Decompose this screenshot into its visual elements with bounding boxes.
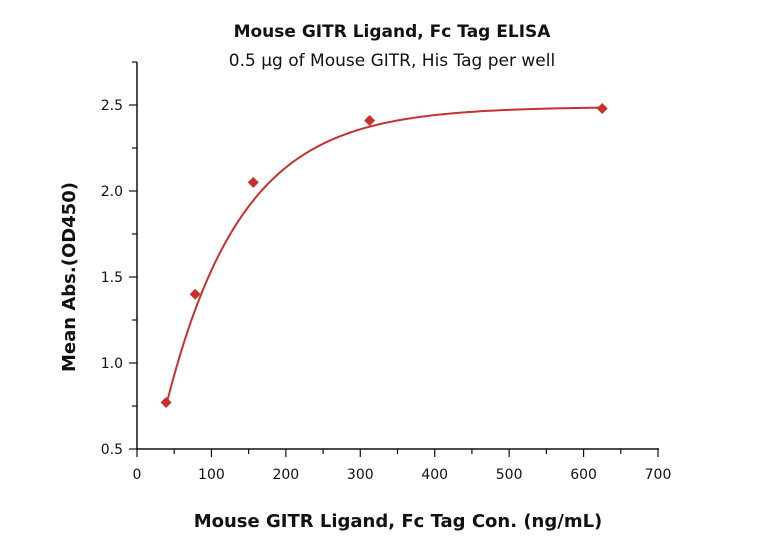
x-axis-label: Mouse GITR Ligand, Fc Tag Con. (ng/mL): [194, 511, 603, 532]
x-tick-label: 300: [347, 467, 374, 483]
x-tick-label: 600: [570, 467, 597, 483]
x-tick-label: 200: [272, 467, 299, 483]
y-tick-label: 2.0: [101, 184, 123, 200]
y-tick-label: 1.0: [101, 356, 123, 372]
x-tick-label: 100: [198, 467, 225, 483]
x-tick-label: 400: [421, 467, 448, 483]
x-tick-label: 700: [645, 467, 672, 483]
chart-title: Mouse GITR Ligand, Fc Tag ELISA: [234, 22, 552, 42]
data-point: [189, 288, 201, 300]
data-point: [596, 102, 608, 114]
fit-curve: [165, 106, 603, 407]
y-axis-label: Mean Abs.(OD450): [59, 182, 80, 372]
data-point: [160, 397, 172, 409]
data-point: [247, 176, 259, 188]
chart-subtitle: 0.5 µg of Mouse GITR, His Tag per well: [229, 51, 555, 71]
data-point: [364, 114, 376, 126]
x-tick-label: 0: [133, 467, 142, 483]
y-tick-label: 0.5: [101, 442, 123, 458]
x-tick-label: 500: [496, 467, 523, 483]
data-points: [160, 102, 608, 409]
y-tick-label: 1.5: [101, 270, 123, 286]
y-tick-label: 2.5: [101, 98, 123, 114]
axes: 0 100 200 300 400 500 600 700 0.5 1.0 1.5 2.0 2.5: [101, 61, 672, 483]
